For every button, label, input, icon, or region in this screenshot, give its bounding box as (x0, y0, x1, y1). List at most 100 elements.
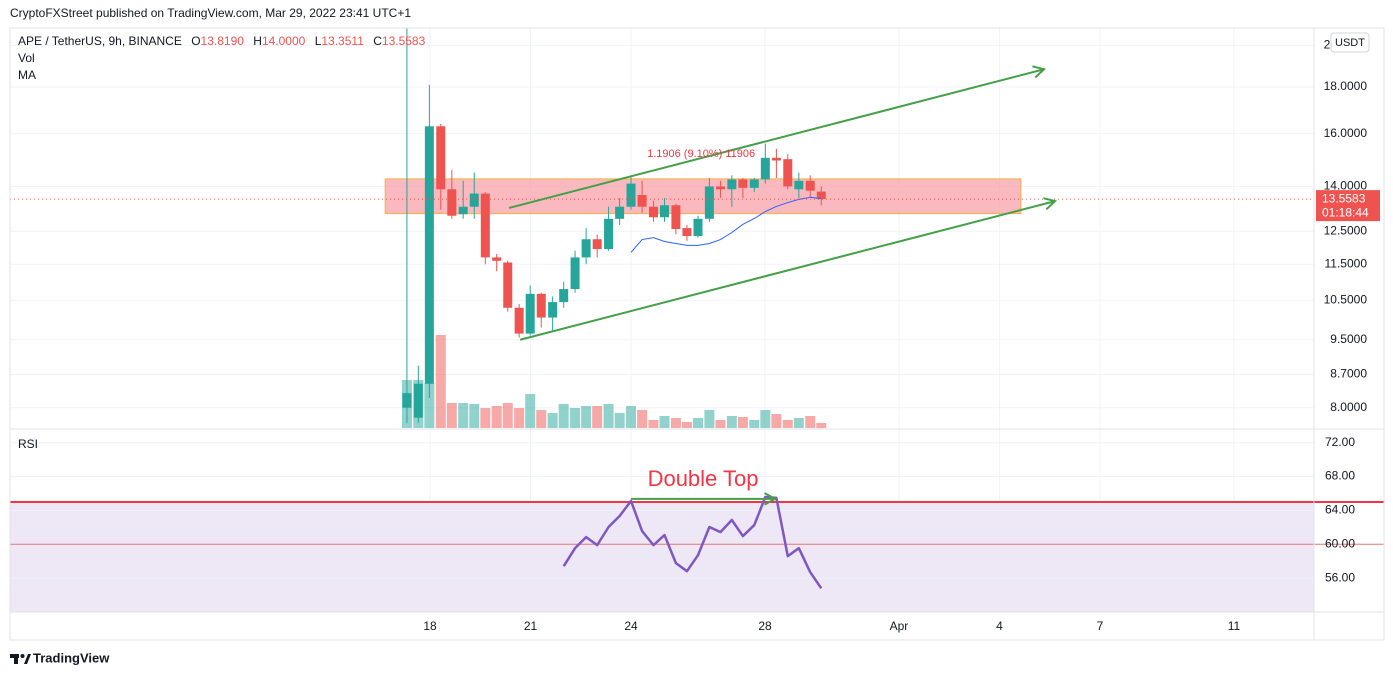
volume-bar (693, 418, 704, 428)
y-tick-label: 11.5000 (1325, 256, 1368, 270)
candle-body (492, 257, 502, 261)
volume-bar (659, 416, 670, 428)
candle-body (536, 293, 546, 318)
volume-bar (614, 413, 625, 428)
o-value: 13.8190 (201, 34, 245, 48)
volume-bar (626, 406, 637, 428)
candle-body (648, 206, 658, 218)
candle-body (749, 179, 759, 188)
trend-line (519, 200, 1056, 341)
candle-body (693, 218, 703, 237)
candle-body (447, 189, 457, 216)
candle-body (816, 191, 826, 200)
ma-line (630, 196, 822, 253)
rsi-tick-label: 56.00 (1325, 570, 1355, 584)
volume-bar (502, 403, 513, 428)
volume-bar (525, 394, 536, 428)
trend-arrowhead (1032, 65, 1047, 79)
symbol: APE / TetherUS, 9h, BINANCE (18, 34, 182, 48)
volume-bar (558, 404, 569, 428)
indicator-vol: Vol (18, 51, 35, 65)
volume-bar (570, 408, 581, 428)
double-top-arrowhead (764, 492, 778, 506)
y-tick-label: 8.7000 (1330, 367, 1367, 381)
logo-slash (24, 654, 31, 664)
x-tick-label: 18 (423, 619, 437, 633)
volume-bar (793, 418, 804, 428)
candle-body (570, 257, 580, 290)
volume-bar (760, 410, 771, 428)
volume-bar (547, 413, 558, 428)
candle-body (738, 179, 748, 188)
volume-bar (435, 335, 446, 428)
candle-body (514, 307, 524, 334)
o-key: O (191, 34, 200, 48)
candle-body (604, 218, 614, 250)
logo-dot (20, 654, 25, 658)
candle-body (760, 157, 770, 180)
x-tick-label: 7 (1097, 619, 1104, 633)
volume-bar (782, 420, 793, 428)
logo-stem (14, 654, 18, 664)
volume-bar (480, 408, 491, 428)
x-tick-label: 24 (624, 619, 638, 633)
volume-bar (749, 420, 760, 428)
candle-body (581, 239, 591, 258)
candle-body (503, 262, 513, 308)
x-tick-label: 11 (1228, 619, 1241, 633)
y-tick-label: 18.0000 (1324, 79, 1368, 93)
y-tick-label: 9.5000 (1330, 332, 1367, 346)
volume-bar (681, 422, 692, 428)
footer-brand: TradingView (33, 650, 110, 665)
volume-bar (592, 406, 603, 428)
candle-body (682, 228, 692, 237)
l-value: 13.3511 (321, 34, 364, 48)
candle-body (402, 393, 412, 408)
volume-bar (446, 403, 457, 428)
y-tick-label: 8.0000 (1330, 400, 1367, 414)
rsi-tick-label: 68.00 (1325, 469, 1355, 483)
candle-body (480, 193, 490, 258)
y-tick-label: 14.0000 (1324, 179, 1368, 193)
currency-badge (1330, 32, 1370, 53)
candle-body (413, 383, 423, 418)
x-tick-label: Apr (890, 619, 909, 633)
candle-body (783, 159, 793, 187)
logo (10, 654, 31, 664)
candle-body (626, 183, 636, 207)
h-key: H (253, 34, 262, 48)
volume-bar (491, 406, 502, 428)
volume-bar (458, 403, 469, 428)
currency-label: USDT (1335, 37, 1365, 49)
y-tick-label: 12.5000 (1324, 223, 1368, 237)
candle-body (704, 186, 714, 219)
volume-bar (726, 416, 737, 428)
volume-bar (581, 406, 592, 428)
volume-bar (424, 383, 435, 428)
volume-bar (771, 414, 782, 428)
x-tick-label: 21 (524, 619, 538, 633)
candle-body (794, 180, 804, 190)
volume-bar (637, 410, 648, 428)
candle-body (548, 302, 558, 318)
c-value: 13.5583 (382, 34, 426, 48)
volume-bar (514, 408, 525, 428)
y-tick-label: 10.5000 (1324, 292, 1368, 306)
volume-bar (648, 420, 659, 428)
chart-frame (9, 27, 1385, 641)
indicator-ma: MA (18, 68, 36, 82)
candle-body (592, 239, 602, 250)
x-tick-label: 4 (996, 619, 1003, 633)
h-value: 14.0000 (262, 34, 306, 48)
rsi-band (10, 501, 1314, 612)
candle-body (424, 126, 434, 384)
candle-body (805, 180, 815, 191)
legend: APE / TetherUS, 9h, BINANCE O13.8190 H14… (18, 34, 426, 48)
candle-body (715, 186, 725, 190)
candle-body (771, 157, 781, 161)
candle-body (436, 126, 446, 190)
candle-body (615, 206, 625, 219)
candle-body (727, 179, 737, 190)
trend-arrowhead (1043, 197, 1058, 211)
